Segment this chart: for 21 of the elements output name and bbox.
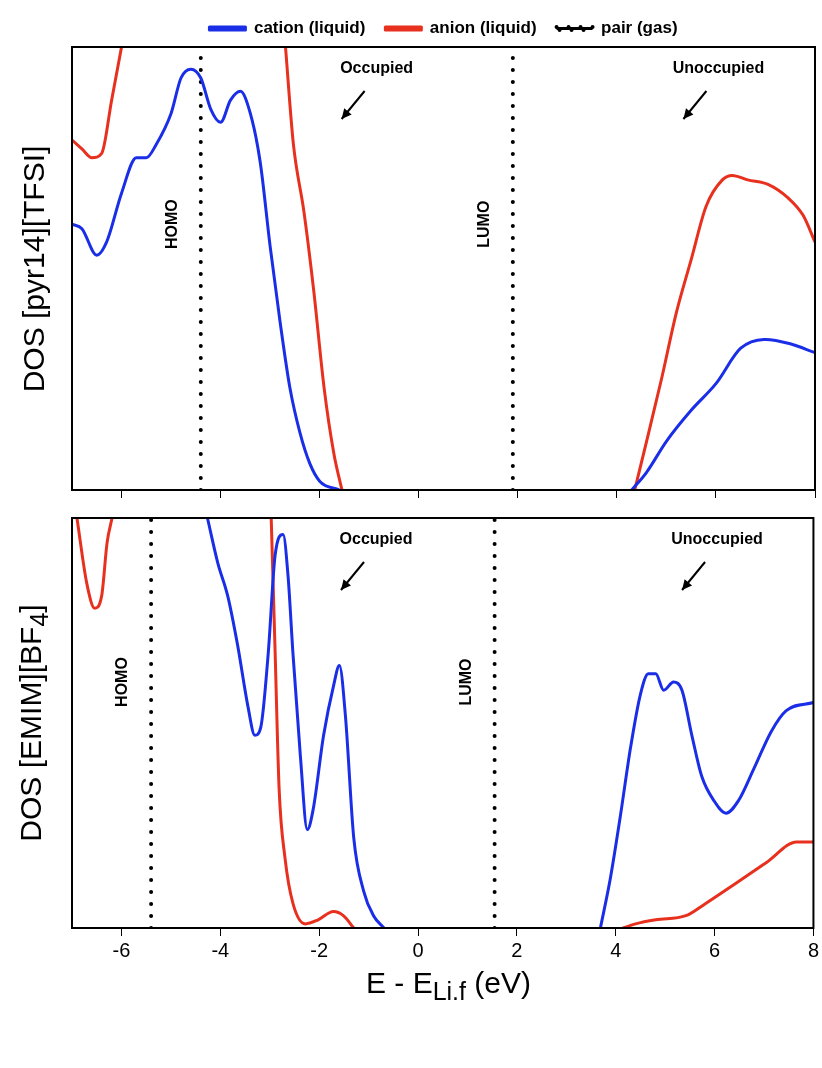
legend-label: cation (liquid) <box>253 18 366 38</box>
x-tick-label: -6 <box>112 938 131 961</box>
x-tick-label: 6 <box>709 938 721 961</box>
x-tick-label: 0 <box>412 938 424 961</box>
annotation: HOMO <box>113 657 131 707</box>
legend-label: pair (gas) <box>601 18 678 38</box>
annotation: Occupied <box>340 59 414 77</box>
annotation: HOMO <box>163 199 181 250</box>
annotation: LUMO <box>475 200 493 248</box>
x-tick-label: 8 <box>807 938 819 961</box>
x-axis-title: E - E$_{Li.f}$ (eV) <box>364 966 533 1006</box>
annotation: LUMO <box>457 658 475 706</box>
y-axis-title: DOS [pyr14][TFSI] <box>17 145 51 392</box>
annotation: Occupied <box>339 530 413 548</box>
x-tick-label: -4 <box>211 938 230 961</box>
x-tick-label: -2 <box>310 938 329 961</box>
x-tick-label: 4 <box>610 938 622 961</box>
x-tick-label: 2 <box>511 938 523 961</box>
annotation: Unoccupied <box>671 530 763 548</box>
annotation: Unoccupied <box>672 59 765 77</box>
legend-label: anion (liquid) <box>429 18 537 38</box>
